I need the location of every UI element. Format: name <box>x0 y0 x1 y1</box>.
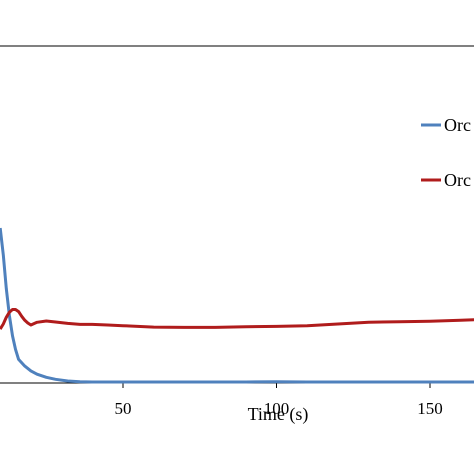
legend-item-1: Orc <box>421 115 471 135</box>
plot-series <box>0 227 474 384</box>
series-line-1 <box>0 227 474 384</box>
x-tick-label: 150 <box>417 399 443 418</box>
x-tick-label: 100 <box>264 399 290 418</box>
x-axis-ticks: 50 100 150 <box>115 383 443 418</box>
series-line-2 <box>0 308 474 330</box>
legend-label-2: Orc <box>444 170 471 190</box>
x-axis-title: Time (s) <box>248 404 309 425</box>
legend-item-2: Orc <box>421 170 471 190</box>
x-tick-label: 50 <box>115 399 132 418</box>
legend: Orc Orc <box>421 115 471 190</box>
legend-label-1: Orc <box>444 115 471 135</box>
